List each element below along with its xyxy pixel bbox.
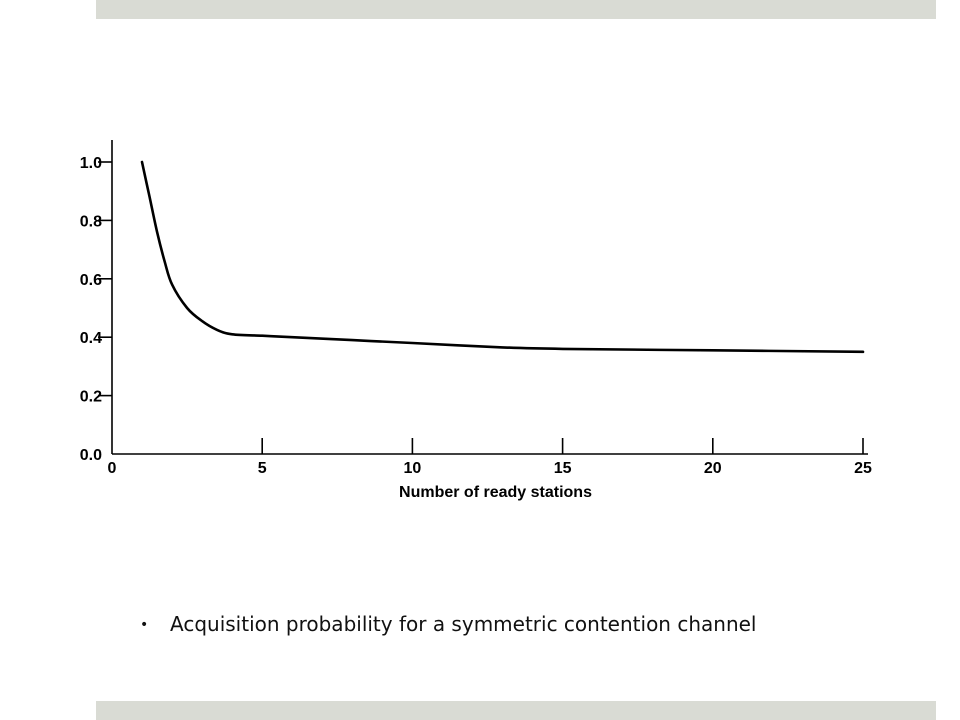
x-ticks: 0 5 10 15 20 25 [108,438,872,477]
x-tick-label: 20 [704,460,722,477]
x-tick-label: 10 [404,460,422,477]
caption-text: Acquisition probability for a symmetric … [170,612,757,636]
bottom-band [96,701,936,720]
x-tick-label: 25 [854,460,872,477]
caption: • Acquisition probability for a symmetric… [140,612,756,636]
series-line [140,160,865,354]
y-tick-label: 1.0 [80,155,102,172]
y-tick-label: 0.2 [80,389,102,406]
y-tick-label: 0.0 [80,447,102,464]
top-band [96,0,936,19]
bullet-icon: • [140,617,149,633]
x-tick-label: 0 [108,460,117,477]
y-tick-label: 0.6 [80,272,102,289]
x-tick-label: 15 [554,460,572,477]
x-axis-title: Number of ready stations [399,484,592,501]
y-ticks: 0.0 0.2 0.4 0.6 0.8 1.0 [80,155,112,464]
y-tick-label: 0.4 [80,330,102,347]
x-tick-label: 5 [258,460,267,477]
y-tick-label: 0.8 [80,213,102,230]
